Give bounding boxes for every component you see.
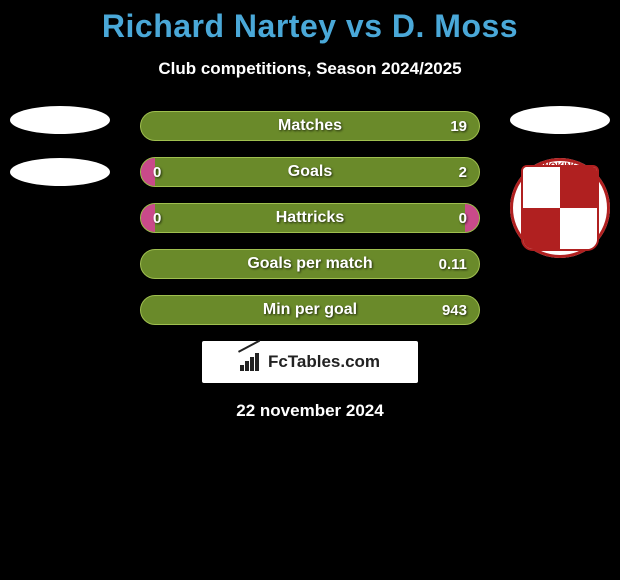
subtitle: Club competitions, Season 2024/2025	[0, 59, 620, 79]
brand-chart-icon	[240, 353, 262, 371]
player-left-badges	[10, 106, 110, 210]
stat-row: Matches19	[140, 111, 480, 141]
stat-row: 0Goals2	[140, 157, 480, 187]
left-badge-1	[10, 106, 110, 134]
stat-row: Min per goal943	[140, 295, 480, 325]
stat-value-right: 0	[459, 204, 467, 232]
brand-box[interactable]: FcTables.com	[202, 341, 418, 383]
stat-row: Goals per match0.11	[140, 249, 480, 279]
stat-label: Min per goal	[141, 296, 479, 324]
stats-area: WOKING Matches190Goals20Hattricks0Goals …	[0, 111, 620, 421]
stat-value-right: 2	[459, 158, 467, 186]
stat-label: Goals	[141, 158, 479, 186]
date-label: 22 november 2024	[0, 401, 620, 421]
brand-text: FcTables.com	[268, 352, 380, 372]
comparison-card: Richard Nartey vs D. Moss Club competiti…	[0, 0, 620, 421]
stat-label: Matches	[141, 112, 479, 140]
stat-label: Goals per match	[141, 250, 479, 278]
stat-value-right: 19	[450, 112, 467, 140]
stat-value-right: 0.11	[439, 250, 467, 278]
right-badge-1	[510, 106, 610, 134]
player-right-badges: WOKING	[510, 106, 610, 258]
club-crest: WOKING	[510, 158, 610, 258]
stat-bars: Matches190Goals20Hattricks0Goals per mat…	[140, 111, 480, 325]
stat-label: Hattricks	[141, 204, 479, 232]
page-title: Richard Nartey vs D. Moss	[0, 8, 620, 45]
stat-value-right: 943	[442, 296, 467, 324]
stat-row: 0Hattricks0	[140, 203, 480, 233]
left-badge-2	[10, 158, 110, 186]
